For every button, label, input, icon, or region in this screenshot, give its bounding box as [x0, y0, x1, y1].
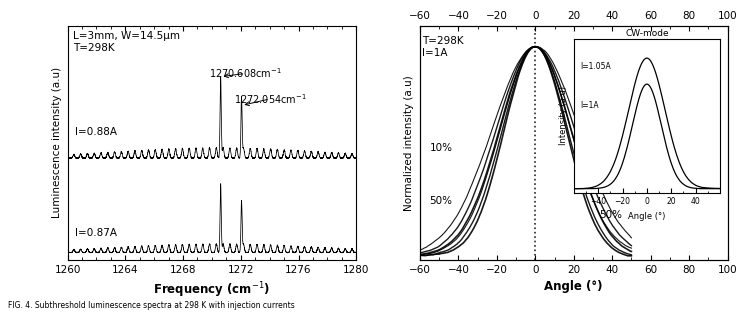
Text: 1270.608cm$^{-1}$: 1270.608cm$^{-1}$	[209, 66, 282, 80]
Title: CW-mode: CW-mode	[625, 29, 669, 38]
Text: 10%: 10%	[597, 175, 619, 185]
Text: I=1.05A: I=1.05A	[580, 62, 610, 71]
Text: I=0.87A: I=0.87A	[75, 229, 117, 239]
Text: FIG. 4. Subthreshold luminescence spectra at 298 K with injection currents: FIG. 4. Subthreshold luminescence spectr…	[8, 301, 294, 310]
Text: 50%: 50%	[430, 195, 452, 205]
X-axis label: Angle (°): Angle (°)	[628, 212, 665, 221]
Y-axis label: Normalized intensity (a.u): Normalized intensity (a.u)	[404, 75, 415, 211]
X-axis label: Angle (°): Angle (°)	[544, 281, 603, 293]
Text: 1272.054cm$^{-1}$: 1272.054cm$^{-1}$	[233, 92, 306, 106]
Text: I=1A: I=1A	[580, 101, 598, 110]
Text: T=298K
I=1A: T=298K I=1A	[422, 36, 464, 58]
Y-axis label: Intensity (a.u): Intensity (a.u)	[560, 86, 568, 145]
Text: 10%: 10%	[430, 143, 452, 153]
X-axis label: Frequency (cm$^{-1}$): Frequency (cm$^{-1}$)	[153, 281, 271, 300]
Text: I=0.88A: I=0.88A	[75, 127, 117, 137]
Text: 50%: 50%	[598, 210, 622, 220]
Y-axis label: Luminescence intensity (a.u): Luminescence intensity (a.u)	[52, 67, 62, 218]
Text: L=3mm, W=14.5μm
T=298K: L=3mm, W=14.5μm T=298K	[74, 31, 180, 53]
